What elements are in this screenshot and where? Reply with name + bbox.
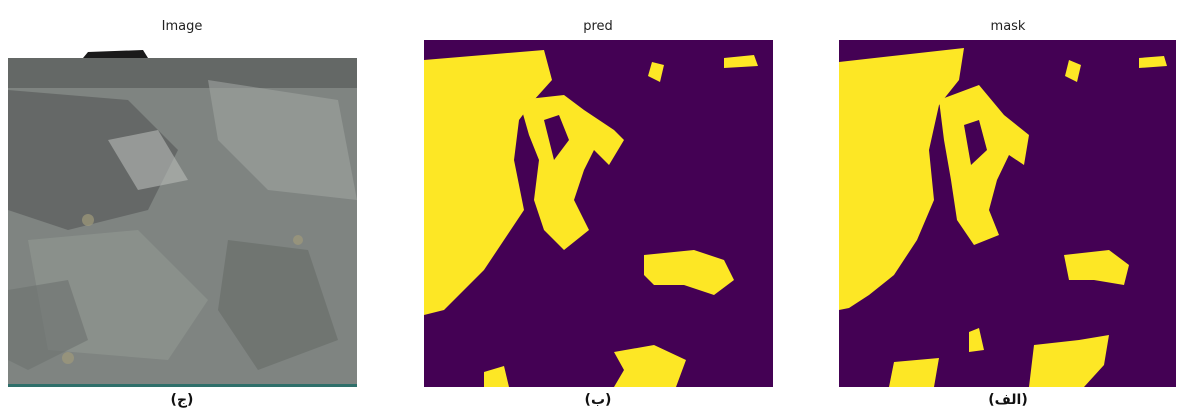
panel-caption: (ج) [171,392,194,408]
figure: Image (ج) pred (ب) mask [0,0,1179,412]
panel-title: Image [162,19,203,34]
panel-caption: (الف) [988,392,1028,408]
photo-panel [8,40,357,387]
panel-title: pred [583,19,613,34]
panel-title: mask [991,19,1026,34]
page: Image (ج) pred (ب) mask [0,0,1179,412]
panel-caption: (ب) [585,392,612,408]
mask-panel [839,40,1176,387]
pred-panel [424,40,773,387]
